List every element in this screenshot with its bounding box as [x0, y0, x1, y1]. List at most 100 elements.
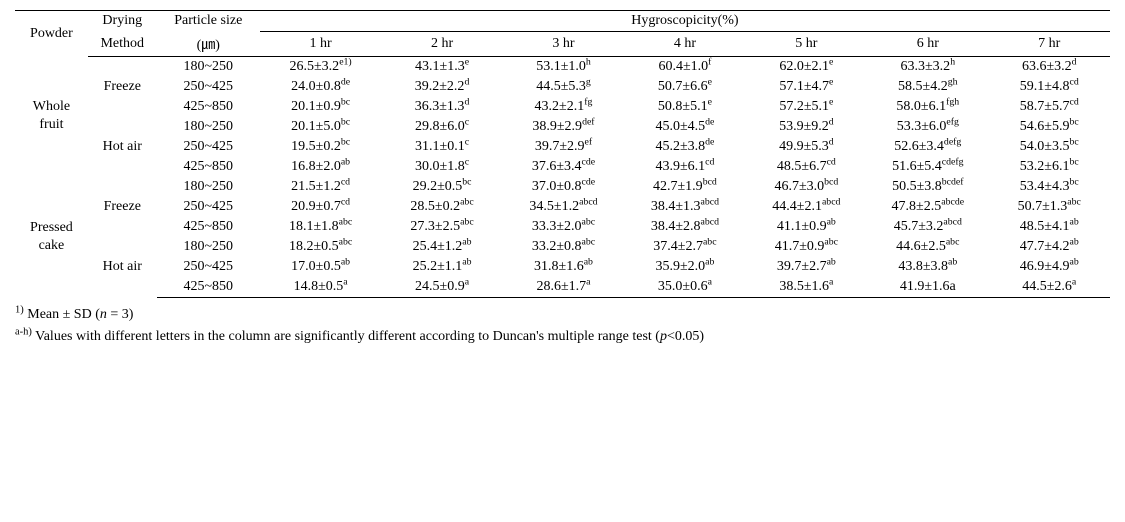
col-particle-unit: (㎛) — [157, 32, 260, 57]
value-cell: 44.5±2.6a — [989, 277, 1110, 298]
significance-letter: e1) — [339, 56, 352, 67]
significance-letter: abc — [582, 236, 596, 247]
significance-letter: abcd — [943, 216, 962, 227]
significance-letter: abcde — [941, 196, 964, 207]
significance-letter: bc — [1069, 136, 1078, 147]
value-cell: 50.7±1.3abc — [989, 197, 1110, 217]
value-cell: 62.0±2.1e — [746, 56, 867, 77]
value-cell: 42.7±1.9bcd — [624, 177, 745, 197]
value-cell: 50.5±3.8bcdef — [867, 177, 988, 197]
value-cell: 43.2±2.1fg — [503, 97, 624, 117]
value-cell: 18.1±1.8abc — [260, 217, 381, 237]
col-hr-1: 1 hr — [260, 32, 381, 57]
significance-letter: abc — [339, 216, 353, 227]
col-hr-4: 4 hr — [624, 32, 745, 57]
significance-letter: cdefg — [942, 156, 964, 167]
value-cell: 14.8±0.5a — [260, 277, 381, 298]
value-cell: 53.1±1.0h — [503, 56, 624, 77]
significance-letter: ab — [1069, 256, 1078, 267]
significance-letter: d — [829, 136, 834, 147]
significance-letter: abc — [582, 216, 596, 227]
value-cell: 36.3±1.3d — [381, 97, 502, 117]
value-cell: 63.6±3.2d — [989, 56, 1110, 77]
significance-letter: de — [341, 76, 350, 87]
significance-letter: abcd — [701, 216, 720, 227]
particle-size-cell: 250~425 — [157, 137, 260, 157]
col-hr-3: 3 hr — [503, 32, 624, 57]
value-cell: 20.1±5.0bc — [260, 117, 381, 137]
significance-letter: c — [465, 136, 469, 147]
significance-letter: bc — [462, 176, 471, 187]
powder-label-line2: fruit — [39, 117, 63, 132]
particle-size-cell: 180~250 — [157, 237, 260, 257]
value-cell: 44.4±2.1abcd — [746, 197, 867, 217]
value-cell: 16.8±2.0ab — [260, 157, 381, 177]
value-cell: 43.8±3.8ab — [867, 257, 988, 277]
value-cell: 39.7±2.9ef — [503, 137, 624, 157]
value-cell: 24.5±0.9a — [381, 277, 502, 298]
col-drying: Drying — [88, 11, 157, 32]
value-cell: 41.1±0.9ab — [746, 217, 867, 237]
significance-letter: d — [464, 96, 469, 107]
value-cell: 37.0±0.8cde — [503, 177, 624, 197]
significance-letter: abcd — [579, 196, 598, 207]
drying-method-label: Freeze — [88, 177, 157, 237]
significance-letter: d — [1072, 56, 1077, 67]
significance-letter: bcd — [703, 176, 717, 187]
powder-label-line1: Pressed — [30, 220, 73, 235]
particle-size-cell: 425~850 — [157, 217, 260, 237]
value-cell: 20.9±0.7cd — [260, 197, 381, 217]
significance-letter: a — [1072, 276, 1076, 287]
significance-letter: cd — [705, 156, 714, 167]
significance-letter: ab — [1069, 216, 1078, 227]
value-cell: 44.5±5.3g — [503, 77, 624, 97]
value-cell: 58.0±6.1fgh — [867, 97, 988, 117]
significance-letter: fg — [584, 96, 592, 107]
significance-letter: abc — [703, 236, 717, 247]
significance-letter: de — [705, 136, 714, 147]
significance-letter: bcdef — [942, 176, 964, 187]
value-cell: 19.5±0.2bc — [260, 137, 381, 157]
significance-letter: ab — [827, 216, 836, 227]
value-cell: 31.8±1.6ab — [503, 257, 624, 277]
value-cell: 48.5±4.1ab — [989, 217, 1110, 237]
value-cell: 51.6±5.4cdefg — [867, 157, 988, 177]
significance-letter: abc — [339, 236, 353, 247]
value-cell: 33.2±0.8abc — [503, 237, 624, 257]
col-hygroscopicity: Hygroscopicity(%) — [260, 11, 1110, 32]
significance-letter: defg — [944, 136, 961, 147]
significance-letter: cd — [341, 176, 350, 187]
significance-letter: abc — [460, 216, 474, 227]
value-cell: 50.8±5.1e — [624, 97, 745, 117]
value-cell: 53.2±6.1bc — [989, 157, 1110, 177]
col-method: Method — [88, 32, 157, 57]
value-cell: 57.1±4.7e — [746, 77, 867, 97]
hygroscopicity-table: PowderDryingParticle sizeHygroscopicity(… — [15, 10, 1110, 298]
table-footnotes: 1) Mean ± SD (n = 3) a-h) Values with di… — [15, 304, 1110, 349]
value-cell: 53.3±6.0efg — [867, 117, 988, 137]
significance-letter: efg — [946, 116, 959, 127]
significance-letter: c — [465, 156, 469, 167]
value-cell: 43.1±1.3e — [381, 56, 502, 77]
significance-letter: c — [465, 116, 469, 127]
value-cell: 38.9±2.9def — [503, 117, 624, 137]
particle-size-cell: 250~425 — [157, 197, 260, 217]
value-cell: 45.7±3.2abcd — [867, 217, 988, 237]
value-cell: 25.4±1.2ab — [381, 237, 502, 257]
value-cell: 45.2±3.8de — [624, 137, 745, 157]
footnote-1: 1) Mean ± SD (n = 3) — [15, 304, 1110, 326]
value-cell: 41.7±0.9abc — [746, 237, 867, 257]
significance-letter: ab — [705, 256, 714, 267]
particle-size-cell: 250~425 — [157, 257, 260, 277]
significance-letter: bc — [341, 116, 350, 127]
significance-letter: ab — [341, 156, 350, 167]
significance-letter: e — [708, 96, 712, 107]
value-cell: 39.7±2.7ab — [746, 257, 867, 277]
value-cell: 28.5±0.2abc — [381, 197, 502, 217]
value-cell: 50.7±6.6e — [624, 77, 745, 97]
value-cell: 37.4±2.7abc — [624, 237, 745, 257]
powder-label: Pressedcake — [15, 177, 88, 298]
value-cell: 37.6±3.4cde — [503, 157, 624, 177]
significance-letter: ab — [827, 256, 836, 267]
significance-letter: e — [829, 56, 833, 67]
